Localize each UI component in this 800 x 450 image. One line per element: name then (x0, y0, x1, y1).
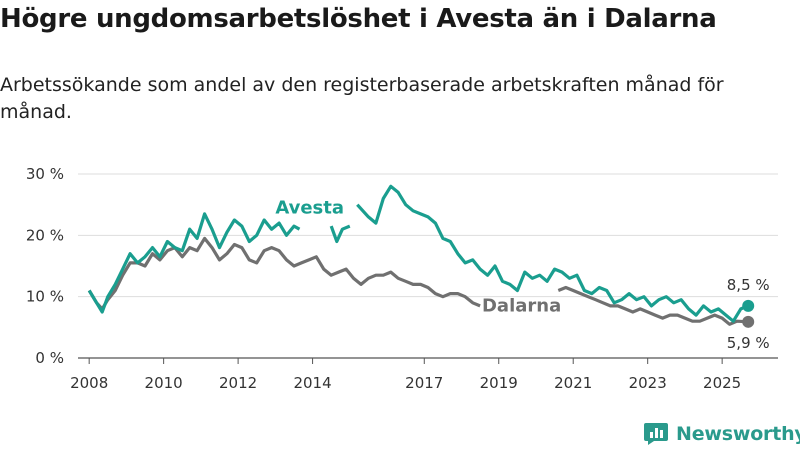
avesta-end-point (742, 299, 755, 312)
x-tick-label: 2010 (145, 374, 183, 392)
dalarna-end-point (742, 315, 755, 328)
series-label-dalarna: Dalarna (482, 295, 561, 316)
x-tick-label: 2008 (70, 374, 108, 392)
newsworthy-logo-icon (644, 419, 670, 449)
chart-subtitle: Arbetssökande som andel av den registerb… (0, 74, 724, 123)
brand[interactable]: Newsworthy (644, 420, 800, 448)
line-chart: 0 % 10 % 20 % 30 % 2008 2010 2012 2014 2017 2019 2… (26, 165, 778, 392)
x-tick-label: 2021 (554, 374, 592, 392)
x-tick-label: 2017 (405, 374, 443, 392)
series-line-dalarna (87, 236, 481, 311)
x-tick-label: 2014 (293, 374, 331, 392)
chart-title: Högre ungdomsarbetslöshet i Avesta än i … (0, 4, 717, 34)
avesta-end-label: 8,5 % (727, 276, 770, 294)
brand-name: Newsworthy (676, 423, 800, 445)
x-tick-label: 2012 (219, 374, 257, 392)
series-line-dalarna-segment (557, 285, 749, 326)
series-label-avesta: Avesta (275, 197, 344, 218)
x-tick-label: 2023 (629, 374, 667, 392)
x-tick-label: 2019 (480, 374, 518, 392)
y-tick-label: 10 % (26, 288, 64, 306)
dalarna-end-label: 5,9 % (727, 334, 770, 352)
y-tick-label: 20 % (26, 226, 64, 244)
y-tick-label: 0 % (35, 349, 64, 367)
series-line-avesta (87, 184, 749, 323)
x-tick-label: 2025 (703, 374, 741, 392)
y-tick-label: 30 % (26, 165, 64, 183)
